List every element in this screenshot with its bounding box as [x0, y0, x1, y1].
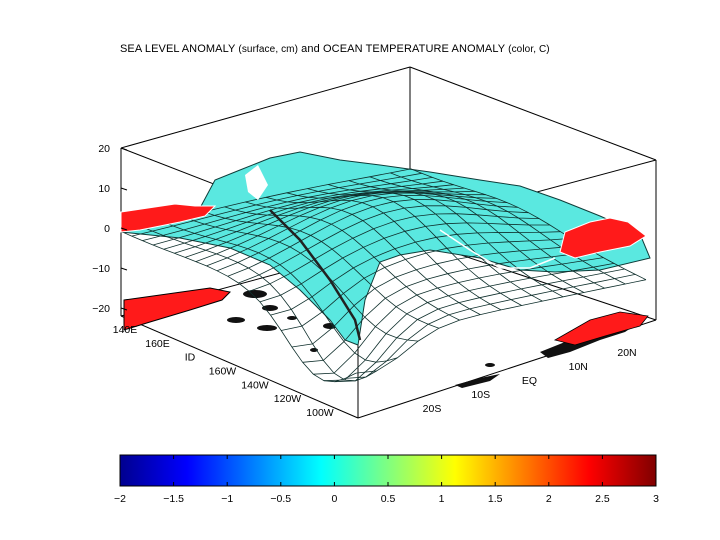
floor-black-blob — [227, 317, 245, 323]
latitude-tick-label: 10S — [471, 389, 490, 401]
mesh-line-lat — [369, 176, 605, 289]
mesh-line-lat — [245, 201, 481, 315]
colorbar-tick-label: 3 — [653, 493, 659, 505]
colorbar-fill — [119, 454, 657, 487]
longitude-tick-label: 160W — [209, 366, 237, 378]
mesh-line-lat — [410, 168, 647, 281]
surface-white-crest — [245, 165, 268, 200]
mesh-line-lat — [162, 221, 398, 363]
floor-anomaly-patches — [123, 287, 649, 388]
mesh-line-lat — [307, 188, 543, 302]
z-tick-label: 0 — [104, 223, 110, 235]
title-main-1: SEA LEVEL ANOMALY — [120, 43, 239, 55]
latitude-tick-label: 10N — [569, 361, 588, 373]
colorbar-tick-label: 0 — [331, 493, 337, 505]
longitude-tick-label: ID — [185, 352, 196, 364]
colorbar-tick-label: 2 — [546, 493, 552, 505]
colorbar-tick-label: 1 — [439, 493, 445, 505]
mesh-line-lat — [120, 231, 357, 383]
mesh-line-lat — [390, 172, 626, 285]
floor-black-blob — [257, 325, 277, 331]
latitude-axis: 20S 10S EQ 10N 20N — [423, 347, 637, 415]
latitude-tick-label: EQ — [522, 375, 537, 387]
floor-black-blob — [287, 316, 297, 320]
z-tick-label: −10 — [92, 263, 110, 275]
z-tick-mark — [120, 187, 128, 191]
latitude-tick-label: 20N — [617, 347, 636, 359]
z-axis: 20 10 0 −10 −20 — [92, 143, 128, 315]
longitude-tick-label: 160E — [145, 338, 170, 350]
box-edge-back-top-left — [120, 66, 411, 149]
longitude-tick-label: 140E — [113, 324, 138, 336]
title-unit-2: (color, C) — [508, 44, 550, 55]
sea-surface — [120, 151, 651, 383]
z-tick-mark — [120, 307, 128, 311]
title-unit-1: (surface, cm) — [238, 44, 299, 55]
colorbar-tick-label: 2.5 — [595, 493, 610, 505]
mesh-line-lat — [286, 192, 522, 306]
colorbar-tick-label: −2 — [114, 493, 126, 505]
floor-black-blob — [485, 363, 495, 367]
latitude-tick-label: 20S — [423, 403, 442, 415]
mesh-line-lat — [203, 211, 440, 329]
z-tick-mark — [120, 147, 128, 151]
box-edge-back-top-right — [409, 66, 657, 161]
surface-shadow-ridge — [269, 209, 362, 341]
colorbar-tick-label: −1 — [221, 493, 233, 505]
z-tick-label: 10 — [98, 183, 110, 195]
colorbar-ticks: −2 −1.5 −1 −0.5 0 0.5 1 1.5 2 2.5 3 — [114, 455, 659, 505]
mesh-line-lat — [327, 184, 564, 298]
surface-red-patch-east — [559, 217, 647, 259]
longitude-axis: 140E 160E ID 160W 140W 120W 100W — [113, 324, 334, 419]
colorbar-tick-label: −1.5 — [163, 493, 184, 505]
mesh-line-lat — [182, 216, 419, 342]
colorbar-tick-label: 0.5 — [381, 493, 396, 505]
floor-black-streak — [455, 374, 500, 388]
longitude-tick-label: 100W — [306, 407, 334, 419]
z-tick-mark — [120, 227, 128, 231]
floor-red-patch-east — [553, 311, 649, 346]
chart-title: SEA LEVEL ANOMALY (surface, cm) and OCEA… — [120, 43, 640, 55]
z-tick-mark — [120, 267, 128, 271]
mesh-line-lat — [348, 180, 585, 293]
mesh-line-lat — [141, 226, 377, 382]
mesh-line-lat — [265, 196, 502, 311]
box-edge-front-bottom-left — [120, 315, 359, 419]
surface-highlight-ridge — [439, 229, 556, 269]
surface-red-patch-west — [120, 203, 217, 233]
floor-red-patch-west — [123, 287, 232, 331]
z-tick-label: −20 — [92, 303, 110, 315]
colorbar-tick-label: 1.5 — [488, 493, 503, 505]
floor-black-blob — [243, 290, 267, 298]
colorbar-tick-label: −0.5 — [270, 493, 291, 505]
surface-mesh — [120, 168, 647, 383]
longitude-tick-label: 120W — [274, 393, 302, 405]
mesh-line-lat — [224, 206, 460, 321]
longitude-tick-label: 140W — [241, 379, 269, 391]
z-tick-label: 20 — [98, 143, 110, 155]
colorbar: −2 −1.5 −1 −0.5 0 0.5 1 1.5 2 2.5 3 — [114, 454, 659, 505]
title-main-2: and OCEAN TEMPERATURE ANOMALY — [298, 43, 509, 55]
